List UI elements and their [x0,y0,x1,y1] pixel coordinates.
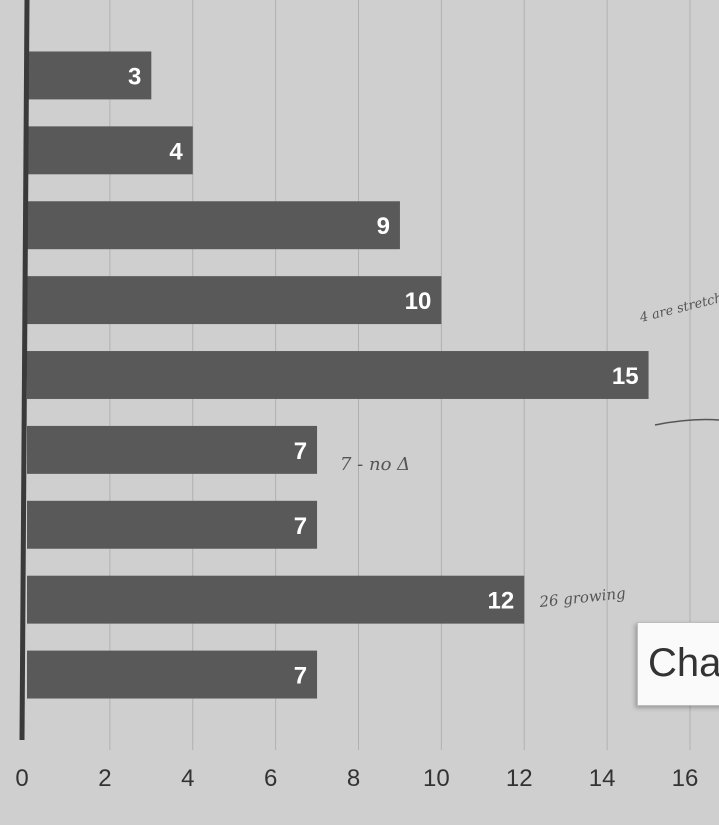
x-tick-label: 12 [506,765,533,792]
handwritten-note-stretching: 4 are stretching [637,286,719,326]
x-tick-label: 2 [98,765,111,792]
handwritten-note-growing: 26 growing [538,584,627,611]
x-tick-label: 8 [347,765,360,792]
bar-value-label: 4 [169,138,183,165]
chart-popup[interactable]: Cha [637,622,719,706]
y-axis-line [22,0,27,740]
popup-label: Cha [648,641,719,686]
bar [27,576,524,624]
x-tick-label: 0 [15,765,28,792]
x-tick-label: 10 [423,765,450,792]
bar-value-label: 9 [377,213,390,240]
bar-value-label: 7 [294,438,307,465]
bar-value-label: 7 [294,513,307,540]
handwritten-note-no-change: 7 - no Δ [340,454,410,475]
bar [27,426,317,474]
bar-value-label: 12 [488,588,515,615]
bar [27,201,400,249]
bar-value-label: 3 [128,63,141,90]
x-tick-label: 14 [589,765,616,792]
bar-value-label: 15 [612,363,639,390]
bar-value-label: 7 [294,663,307,690]
bar [27,651,317,699]
x-tick-label: 16 [672,765,699,792]
bar [27,351,649,399]
x-tick-label: 6 [264,765,277,792]
x-axis-ticks: 0 2 4 6 8 10 12 14 16 [15,765,698,792]
bar [27,126,193,174]
bar [27,276,441,324]
bar-value-label: 10 [405,288,432,315]
bar [27,501,317,549]
handwritten-stroke [655,420,719,425]
x-tick-label: 4 [181,765,194,792]
